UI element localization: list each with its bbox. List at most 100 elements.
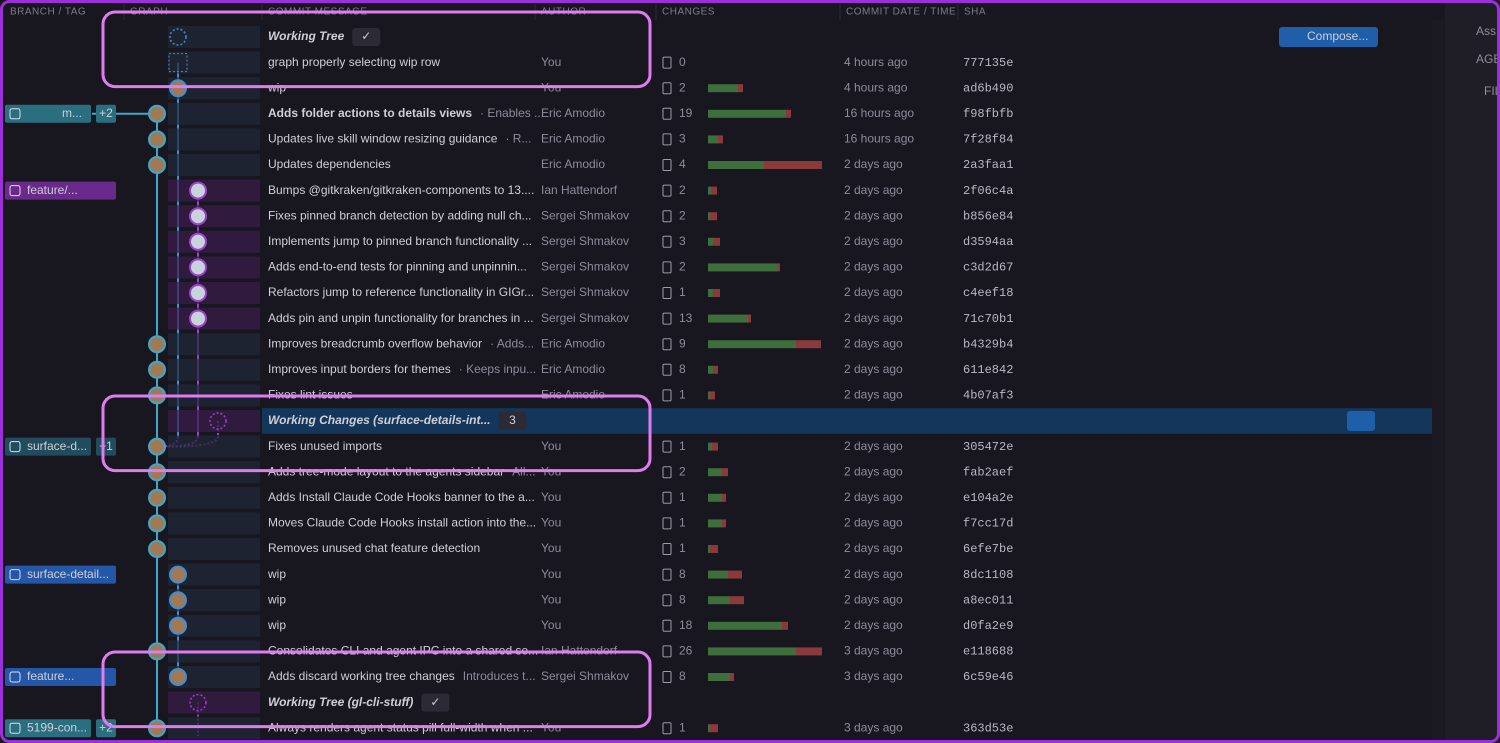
avatar xyxy=(169,616,187,635)
branch-name: 5199-con... xyxy=(27,720,87,734)
highlight-box xyxy=(101,10,652,89)
avatar xyxy=(148,719,166,738)
commit-message: Adds pin and unpin functionality for bra… xyxy=(268,311,534,325)
commit-sha: d3594aa xyxy=(963,235,1013,249)
author: You xyxy=(541,55,561,69)
avatar xyxy=(189,181,207,200)
file-icon xyxy=(662,107,672,120)
branch-label xyxy=(5,437,91,456)
change-count: 1 xyxy=(679,516,686,530)
avatar xyxy=(189,207,207,226)
deletions-bar xyxy=(730,673,734,681)
change-count: 18 xyxy=(679,618,693,632)
wip-badge-text: 3 xyxy=(509,413,516,427)
commit-message: Moves Claude Code Hooks install action i… xyxy=(268,516,536,530)
commit-message: Removes unused chat feature detection xyxy=(268,541,480,555)
deletions-bar xyxy=(782,621,788,630)
avatar xyxy=(148,488,166,507)
branch-label xyxy=(5,668,116,686)
sidebar-panel xyxy=(1445,0,1500,743)
author: Sergei Shmakov xyxy=(541,311,629,325)
commit-sha: e118688 xyxy=(963,645,1013,659)
commit-sha: 6efe7be xyxy=(963,542,1013,556)
author: Sergei Shmakov xyxy=(541,234,629,248)
branch-icon xyxy=(9,441,21,453)
branch-name: m... xyxy=(62,106,82,120)
graph-row-band xyxy=(168,230,260,253)
graph-row-band xyxy=(168,563,260,586)
commit-sha: 7f28f84 xyxy=(963,133,1013,147)
commit-message: Fixes pinned branch detection by adding … xyxy=(268,208,532,222)
graph-row-band xyxy=(168,435,260,458)
file-icon xyxy=(662,671,672,683)
compose-icon-button[interactable] xyxy=(1347,411,1375,431)
additions-bar xyxy=(708,314,748,323)
commit-description: · Enables ... xyxy=(480,106,544,120)
commit-sha: 71c70b1 xyxy=(963,312,1013,326)
additions-bar xyxy=(708,647,796,656)
highlight-box xyxy=(101,650,652,729)
author: You xyxy=(541,567,561,581)
graph-row-band xyxy=(168,461,260,484)
author: Sergei Shmakov xyxy=(541,669,629,683)
commit-date: 2 days ago xyxy=(844,336,903,350)
commit-date: 16 hours ago xyxy=(844,106,914,120)
sidebar-label: Ass xyxy=(1476,24,1496,38)
avatar xyxy=(189,309,207,328)
change-count: 1 xyxy=(679,541,686,555)
column-header: COMMIT DATE / TIME xyxy=(846,7,956,18)
deletions-bar xyxy=(764,161,822,169)
commit-message: Improves breadcrumb overflow behavior xyxy=(268,336,482,350)
file-icon xyxy=(662,338,672,351)
deletions-bar xyxy=(728,570,742,579)
deletions-bar xyxy=(713,365,718,374)
graph-row-band xyxy=(168,512,260,535)
commit-sha: e104a2e xyxy=(963,491,1013,505)
commit-sha: c4eef18 xyxy=(963,286,1013,300)
commit-sha: f7cc17d xyxy=(963,517,1013,531)
author: You xyxy=(541,618,561,632)
commit-sha: 2f06c4a xyxy=(963,184,1013,198)
commit-date: 2 days ago xyxy=(844,362,903,376)
commit-date: 4 hours ago xyxy=(844,55,908,69)
additions-bar xyxy=(708,673,730,681)
column-header: SHA xyxy=(964,7,986,18)
author: Eric Amodio xyxy=(541,132,605,146)
change-count: 2 xyxy=(679,208,686,222)
additions-bar xyxy=(708,596,730,605)
graph-row-band xyxy=(168,589,260,612)
compose-button[interactable] xyxy=(1279,27,1378,47)
deletions-bar xyxy=(710,212,717,221)
branch-extra xyxy=(96,104,116,123)
additions-bar xyxy=(708,724,710,733)
change-count: 1 xyxy=(679,285,686,299)
author: You xyxy=(541,541,561,555)
file-icon xyxy=(662,440,672,453)
author: Eric Amodio xyxy=(541,106,605,120)
change-count: 1 xyxy=(679,388,686,402)
change-count: 19 xyxy=(679,106,693,120)
commit-sha: 611e842 xyxy=(963,363,1013,377)
file-icon xyxy=(662,619,672,632)
branch-extra-count: +1 xyxy=(99,439,113,453)
change-count: 1 xyxy=(679,720,686,734)
branch-extra xyxy=(96,719,116,738)
graph-row-band xyxy=(168,282,260,304)
branch-icon xyxy=(9,671,21,683)
commit-message: Adds end-to-end tests for pinning and un… xyxy=(268,260,527,274)
change-count: 3 xyxy=(679,234,686,248)
commit-date: 3 days ago xyxy=(844,644,903,658)
commit-date: 2 days ago xyxy=(844,439,903,453)
branch-label xyxy=(5,719,91,738)
deletions-bar xyxy=(710,391,715,400)
additions-bar xyxy=(708,468,722,477)
graph-row-band xyxy=(168,179,260,202)
deletions-bar xyxy=(748,314,751,323)
commit-message: Working Changes (surface-details-int... xyxy=(268,413,490,427)
commit-message: Adds discard working tree changes xyxy=(268,669,455,683)
avatar xyxy=(148,335,166,354)
commit-sha: c3d2d67 xyxy=(963,261,1013,275)
author: You xyxy=(541,490,561,504)
commit-date: 2 days ago xyxy=(844,567,903,581)
commit-sha: fab2aef xyxy=(963,465,1013,479)
